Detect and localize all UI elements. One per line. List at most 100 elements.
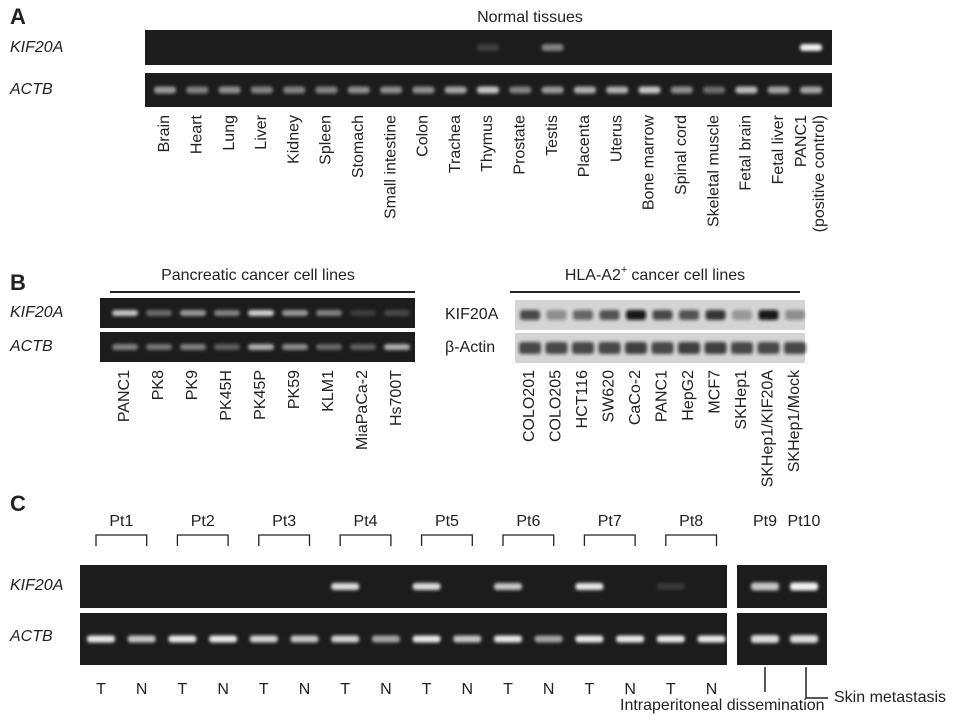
row-label: ACTB [9, 338, 53, 355]
lane-label: COLO205 [548, 370, 565, 442]
band [678, 342, 700, 354]
lane-label: HCT116 [574, 370, 591, 428]
band [731, 342, 753, 354]
lane-label: Fetal liver [770, 114, 787, 184]
band [146, 344, 172, 350]
lane-label: Kidney [285, 115, 302, 164]
band [758, 342, 780, 354]
band [706, 310, 726, 320]
lane-label: N [380, 681, 392, 698]
panel-label: A [10, 4, 26, 29]
band [574, 87, 596, 94]
lane-label: Small intestine [382, 115, 399, 219]
lane-label: T [96, 681, 106, 698]
title-part: cancer cell lines [631, 267, 745, 284]
lane-label: SW620 [601, 370, 618, 423]
band [413, 583, 441, 590]
row-label: KIF20A [445, 306, 499, 323]
band [282, 310, 308, 316]
band [751, 583, 779, 591]
band [698, 636, 726, 643]
bracket [422, 535, 473, 546]
band [705, 342, 727, 354]
lane-label: PK45H [218, 370, 235, 421]
band [606, 87, 628, 94]
lane-label: CaCo-2 [627, 370, 644, 425]
band [657, 636, 685, 643]
annotation: Skin metastasis [834, 689, 946, 706]
band [657, 583, 685, 590]
band [128, 636, 156, 643]
lane-label: MiaPaCa-2 [354, 370, 371, 450]
band [519, 342, 541, 354]
figure: A Normal tissues B Pancreatic cancer cel… [0, 0, 975, 715]
lane-label: Placenta [576, 115, 593, 177]
panel-title: Normal tissues [477, 9, 583, 26]
lane-label: PK8 [150, 370, 167, 400]
band [572, 342, 594, 354]
row-label: KIF20A [10, 39, 63, 56]
band [616, 636, 644, 643]
band [214, 344, 240, 350]
band [248, 310, 274, 316]
band [509, 87, 531, 94]
band [186, 87, 208, 94]
band [348, 87, 370, 94]
band [154, 87, 176, 94]
band [112, 344, 138, 350]
band [520, 310, 540, 320]
band [626, 310, 646, 320]
band [331, 583, 359, 590]
lane-label: SKHep1 [733, 370, 750, 430]
band [599, 342, 621, 354]
band [542, 87, 564, 94]
band [671, 87, 693, 94]
lane-label: Spleen [318, 115, 335, 165]
patient-label: Pt1 [109, 513, 133, 530]
title-part: HLA-A2 [565, 267, 621, 284]
band [494, 583, 522, 590]
band [600, 310, 620, 320]
band [639, 87, 661, 94]
panel-title: Pancreatic cancer cell lines [161, 267, 355, 284]
row-label: KIF20A [10, 577, 63, 594]
band [180, 310, 206, 316]
patient-label: Pt5 [435, 513, 459, 530]
bracket [259, 535, 310, 546]
band [380, 87, 402, 94]
band [146, 310, 172, 316]
lane-label: Thymus [479, 115, 496, 172]
lane-label: Bone marrow [641, 115, 658, 211]
band [453, 636, 481, 643]
band [331, 636, 359, 643]
band [703, 87, 725, 94]
lane-label: T [503, 681, 513, 698]
bracket [340, 535, 391, 546]
bracket [96, 535, 147, 546]
lane-label: T [340, 681, 350, 698]
patient-label: Pt2 [191, 513, 215, 530]
band [209, 636, 237, 643]
band [248, 344, 274, 350]
lane-label: PK59 [286, 370, 303, 409]
band [87, 636, 115, 643]
lane-label: (positive control) [811, 115, 828, 232]
band [445, 87, 467, 94]
panel-title: HLA-A2+cancer cell lines [565, 264, 745, 284]
row-label: ACTB [9, 628, 53, 645]
lane-label: T [422, 681, 432, 698]
band [535, 636, 563, 643]
band [759, 310, 779, 320]
band [679, 310, 699, 320]
panel-label: B [10, 270, 26, 295]
lane-label: KLM1 [320, 370, 337, 412]
lane-label: Spinal cord [673, 115, 690, 195]
band [477, 87, 499, 94]
patient-label: Pt3 [272, 513, 296, 530]
lane-label: T [666, 681, 676, 698]
patient-label: Pt10 [788, 513, 821, 530]
bracket [177, 535, 228, 546]
band [350, 344, 376, 350]
row-label: β-Actin [445, 339, 495, 356]
lane-label: PANC1 [654, 370, 671, 422]
